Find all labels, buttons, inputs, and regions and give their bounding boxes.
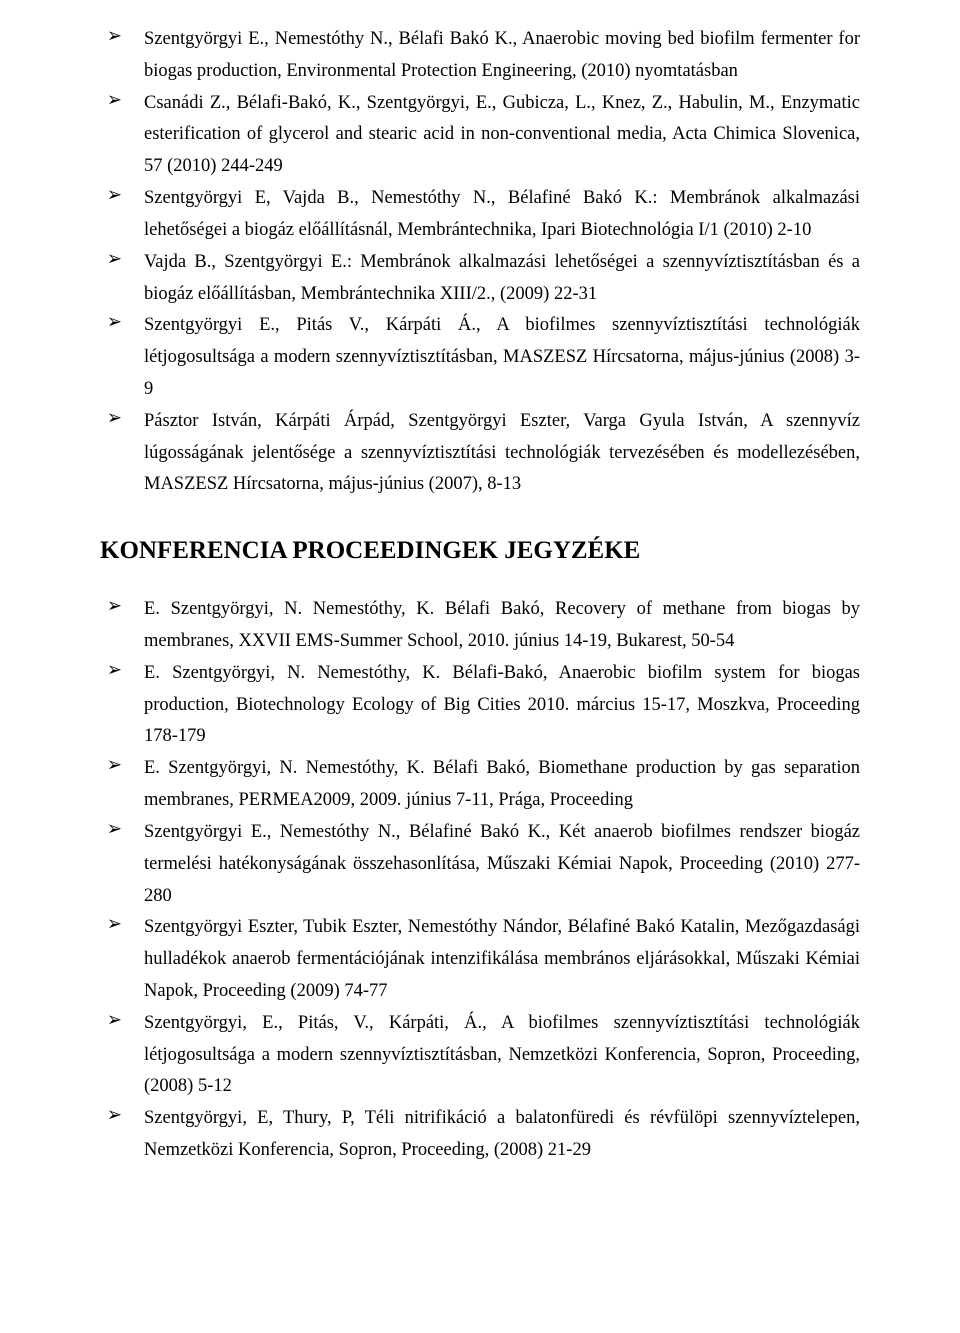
list-item: Pásztor István, Kárpáti Árpád, Szentgyör… (100, 406, 860, 501)
list-item-text: E. Szentgyörgyi, N. Nemestóthy, K. Bélaf… (144, 663, 860, 747)
list-item: E. Szentgyörgyi, N. Nemestóthy, K. Bélaf… (100, 753, 860, 817)
list-item-text: Vajda B., Szentgyörgyi E.: Membránok alk… (144, 252, 860, 304)
list-item-text: Szentgyörgyi, E, Thury, P, Téli nitrifik… (144, 1108, 860, 1160)
list-item-text: E. Szentgyörgyi, N. Nemestóthy, K. Bélaf… (144, 758, 860, 810)
list-item-text: Pásztor István, Kárpáti Árpád, Szentgyör… (144, 411, 860, 495)
list-item-text: Csanádi Z., Bélafi-Bakó, K., Szentgyörgy… (144, 93, 860, 177)
list-item: Csanádi Z., Bélafi-Bakó, K., Szentgyörgy… (100, 88, 860, 183)
list-item: Szentgyörgyi, E., Pitás, V., Kárpáti, Á.… (100, 1008, 860, 1103)
list-item: Szentgyörgyi Eszter, Tubik Eszter, Nemes… (100, 912, 860, 1007)
list-item: Szentgyörgyi E., Nemestóthy N., Bélafi B… (100, 24, 860, 88)
document-page: Szentgyörgyi E., Nemestóthy N., Bélafi B… (0, 0, 960, 1207)
list-item: Szentgyörgyi E., Pitás V., Kárpáti Á., A… (100, 310, 860, 405)
list-item: Vajda B., Szentgyörgyi E.: Membránok alk… (100, 247, 860, 311)
list-item-text: Szentgyörgyi E., Nemestóthy N., Bélafiné… (144, 822, 860, 906)
list-item: E. Szentgyörgyi, N. Nemestóthy, K. Bélaf… (100, 658, 860, 753)
list-item-text: E. Szentgyörgyi, N. Nemestóthy, K. Bélaf… (144, 599, 860, 651)
publication-list-2: E. Szentgyörgyi, N. Nemestóthy, K. Bélaf… (100, 594, 860, 1167)
publication-list-1: Szentgyörgyi E., Nemestóthy N., Bélafi B… (100, 24, 860, 501)
list-item-text: Szentgyörgyi Eszter, Tubik Eszter, Nemes… (144, 917, 860, 1001)
list-item-text: Szentgyörgyi E, Vajda B., Nemestóthy N.,… (144, 188, 860, 240)
list-item-text: Szentgyörgyi, E., Pitás, V., Kárpáti, Á.… (144, 1013, 860, 1097)
list-item-text: Szentgyörgyi E., Pitás V., Kárpáti Á., A… (144, 315, 860, 399)
list-item: Szentgyörgyi E, Vajda B., Nemestóthy N.,… (100, 183, 860, 247)
list-item: Szentgyörgyi E., Nemestóthy N., Bélafiné… (100, 817, 860, 912)
list-item: E. Szentgyörgyi, N. Nemestóthy, K. Bélaf… (100, 594, 860, 658)
list-item-text: Szentgyörgyi E., Nemestóthy N., Bélafi B… (144, 29, 860, 81)
list-item: Szentgyörgyi, E, Thury, P, Téli nitrifik… (100, 1103, 860, 1167)
section-heading: KONFERENCIA PROCEEDINGEK JEGYZÉKE (100, 529, 860, 572)
